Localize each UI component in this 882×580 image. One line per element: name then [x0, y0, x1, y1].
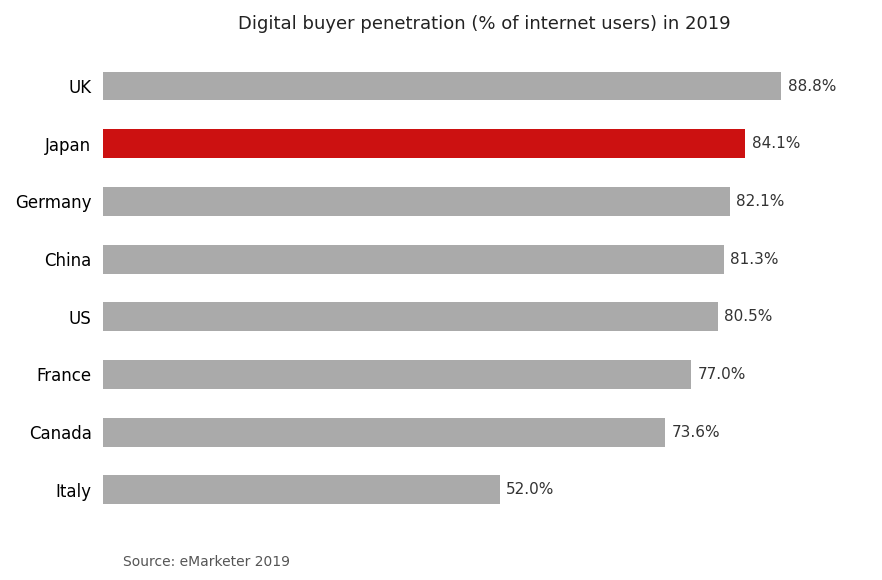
Bar — [102, 129, 745, 158]
Bar — [102, 71, 781, 100]
Bar — [102, 418, 665, 447]
Bar — [102, 360, 691, 389]
Text: Source: eMarketer 2019: Source: eMarketer 2019 — [123, 554, 290, 568]
Text: 77.0%: 77.0% — [698, 367, 745, 382]
Text: 81.3%: 81.3% — [730, 252, 779, 267]
Title: Digital buyer penetration (% of internet users) in 2019: Digital buyer penetration (% of internet… — [238, 15, 731, 33]
Bar — [102, 476, 500, 504]
Text: 88.8%: 88.8% — [788, 78, 836, 93]
Text: 80.5%: 80.5% — [724, 309, 773, 324]
Text: 82.1%: 82.1% — [736, 194, 785, 209]
Text: 84.1%: 84.1% — [751, 136, 800, 151]
Bar — [102, 302, 718, 331]
Text: 52.0%: 52.0% — [506, 483, 555, 497]
Bar — [102, 245, 724, 274]
Text: 73.6%: 73.6% — [671, 425, 720, 440]
Bar — [102, 187, 730, 216]
